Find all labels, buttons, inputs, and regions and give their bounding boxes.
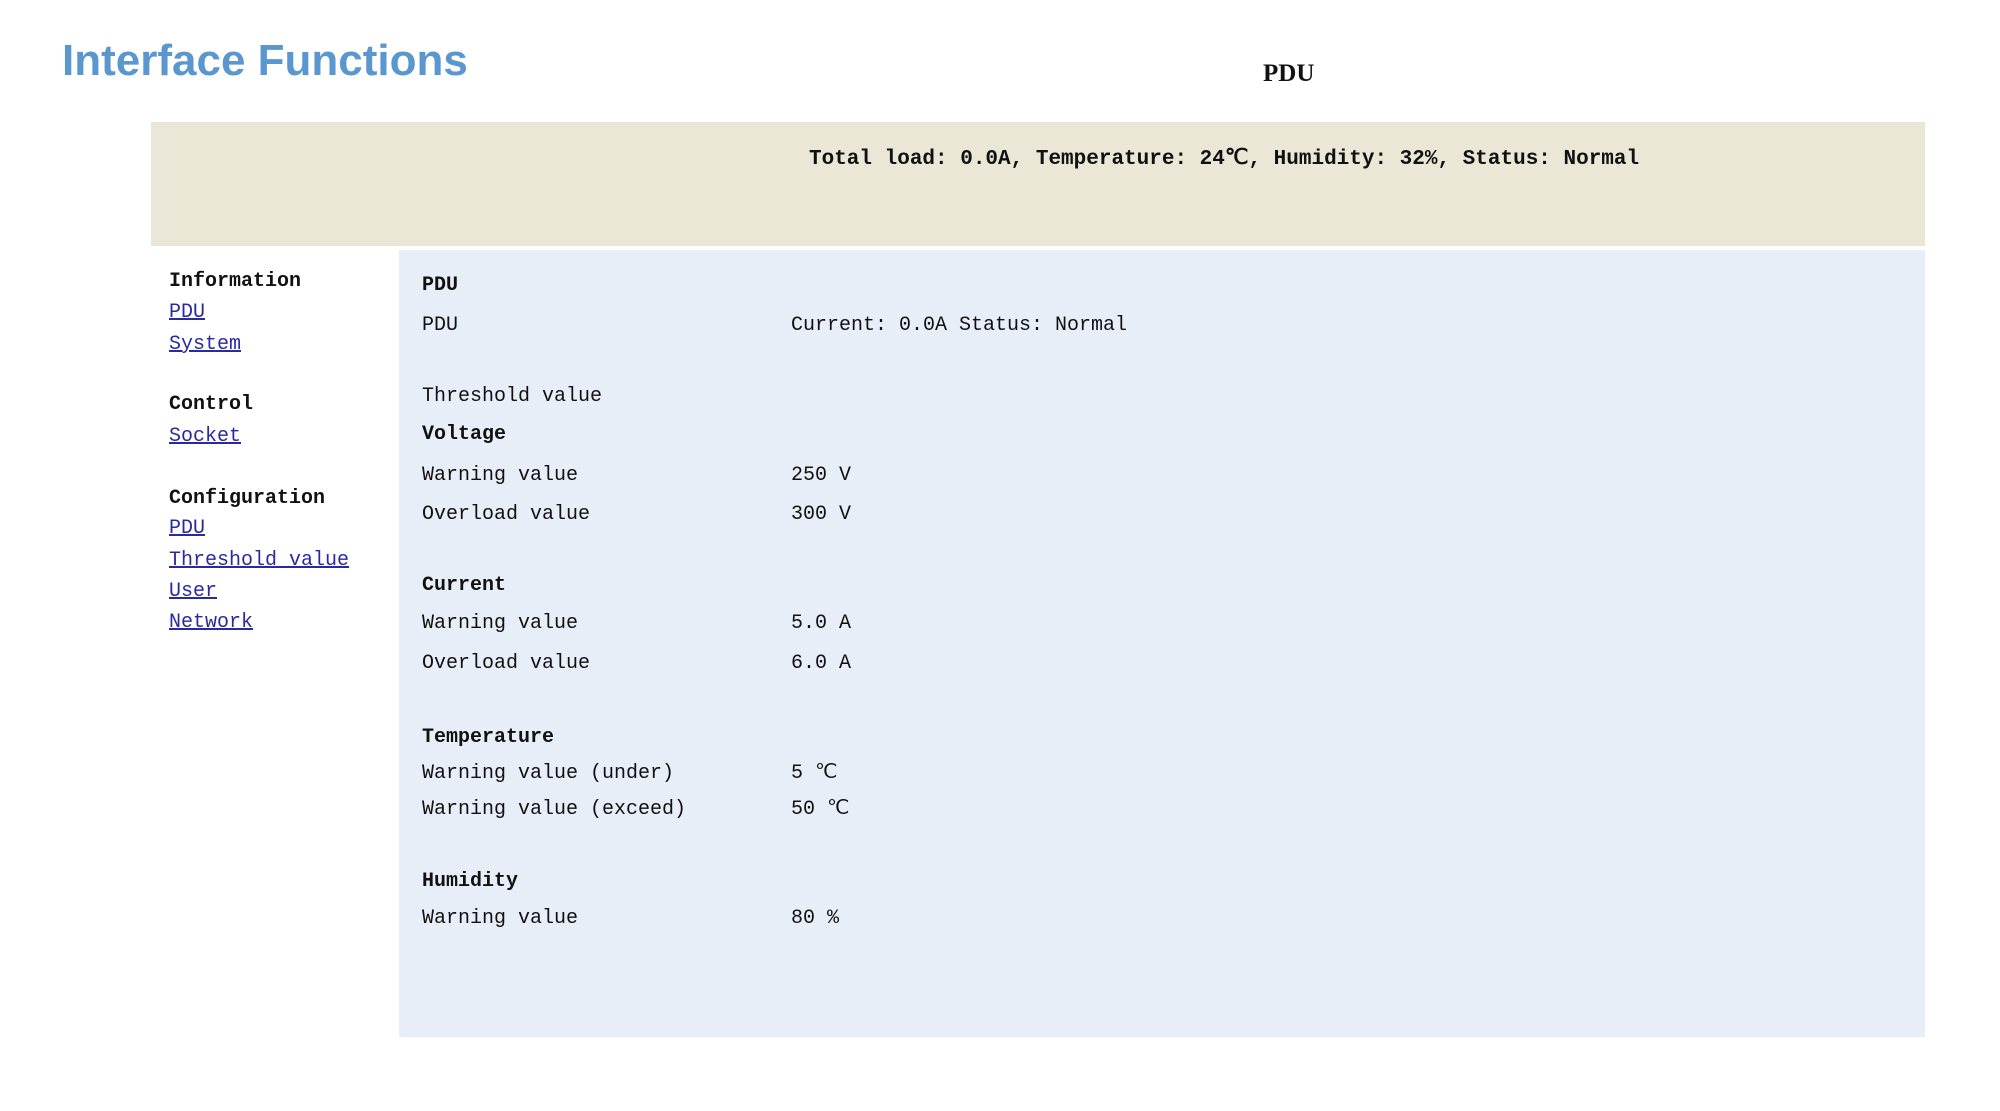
voltage-overload-value: 300 V [791,503,852,526]
voltage-warning-label: Warning value [422,464,579,487]
content-panel [399,250,1925,1037]
temperature-under-value: 5 ℃ [791,762,838,785]
sidebar-link-user[interactable]: User [169,580,218,603]
slide-title: Interface Functions [62,36,468,85]
page-title: PDU [1263,60,1315,87]
sidebar-link-threshold-value[interactable]: Threshold value [169,549,350,572]
current-warning-value: 5.0 A [791,612,852,635]
current-overload-label: Overload value [422,652,591,675]
voltage-title: Voltage [422,423,507,446]
sidebar-link-config-pdu[interactable]: PDU [169,517,206,540]
threshold-title: Threshold value [422,385,603,408]
sidebar-heading-information: Information [169,270,302,293]
humidity-warning-value: 80 % [791,907,840,930]
temperature-under-label: Warning value (under) [422,762,675,785]
temperature-exceed-value: 50 ℃ [791,798,850,821]
humidity-title: Humidity [422,870,519,893]
sidebar-link-network[interactable]: Network [169,611,254,634]
sidebar-heading-control: Control [169,393,254,416]
current-title: Current [422,574,507,597]
sidebar-link-info-pdu[interactable]: PDU [169,301,206,324]
pdu-label: PDU [422,314,459,337]
main-heading: PDU [422,274,459,297]
humidity-warning-label: Warning value [422,907,579,930]
current-warning-label: Warning value [422,612,579,635]
sidebar-heading-configuration: Configuration [169,487,326,510]
voltage-warning-value: 250 V [791,464,852,487]
sidebar-link-system[interactable]: System [169,333,242,356]
status-summary: Total load: 0.0A, Temperature: 24℃, Humi… [809,148,1640,171]
status-banner [151,122,1925,246]
temperature-exceed-label: Warning value (exceed) [422,798,687,821]
sidebar [151,250,399,1037]
current-overload-value: 6.0 A [791,652,852,675]
sidebar-link-socket[interactable]: Socket [169,425,242,448]
pdu-status-value: Current: 0.0A Status: Normal [791,314,1128,337]
temperature-title: Temperature [422,726,555,749]
voltage-overload-label: Overload value [422,503,591,526]
